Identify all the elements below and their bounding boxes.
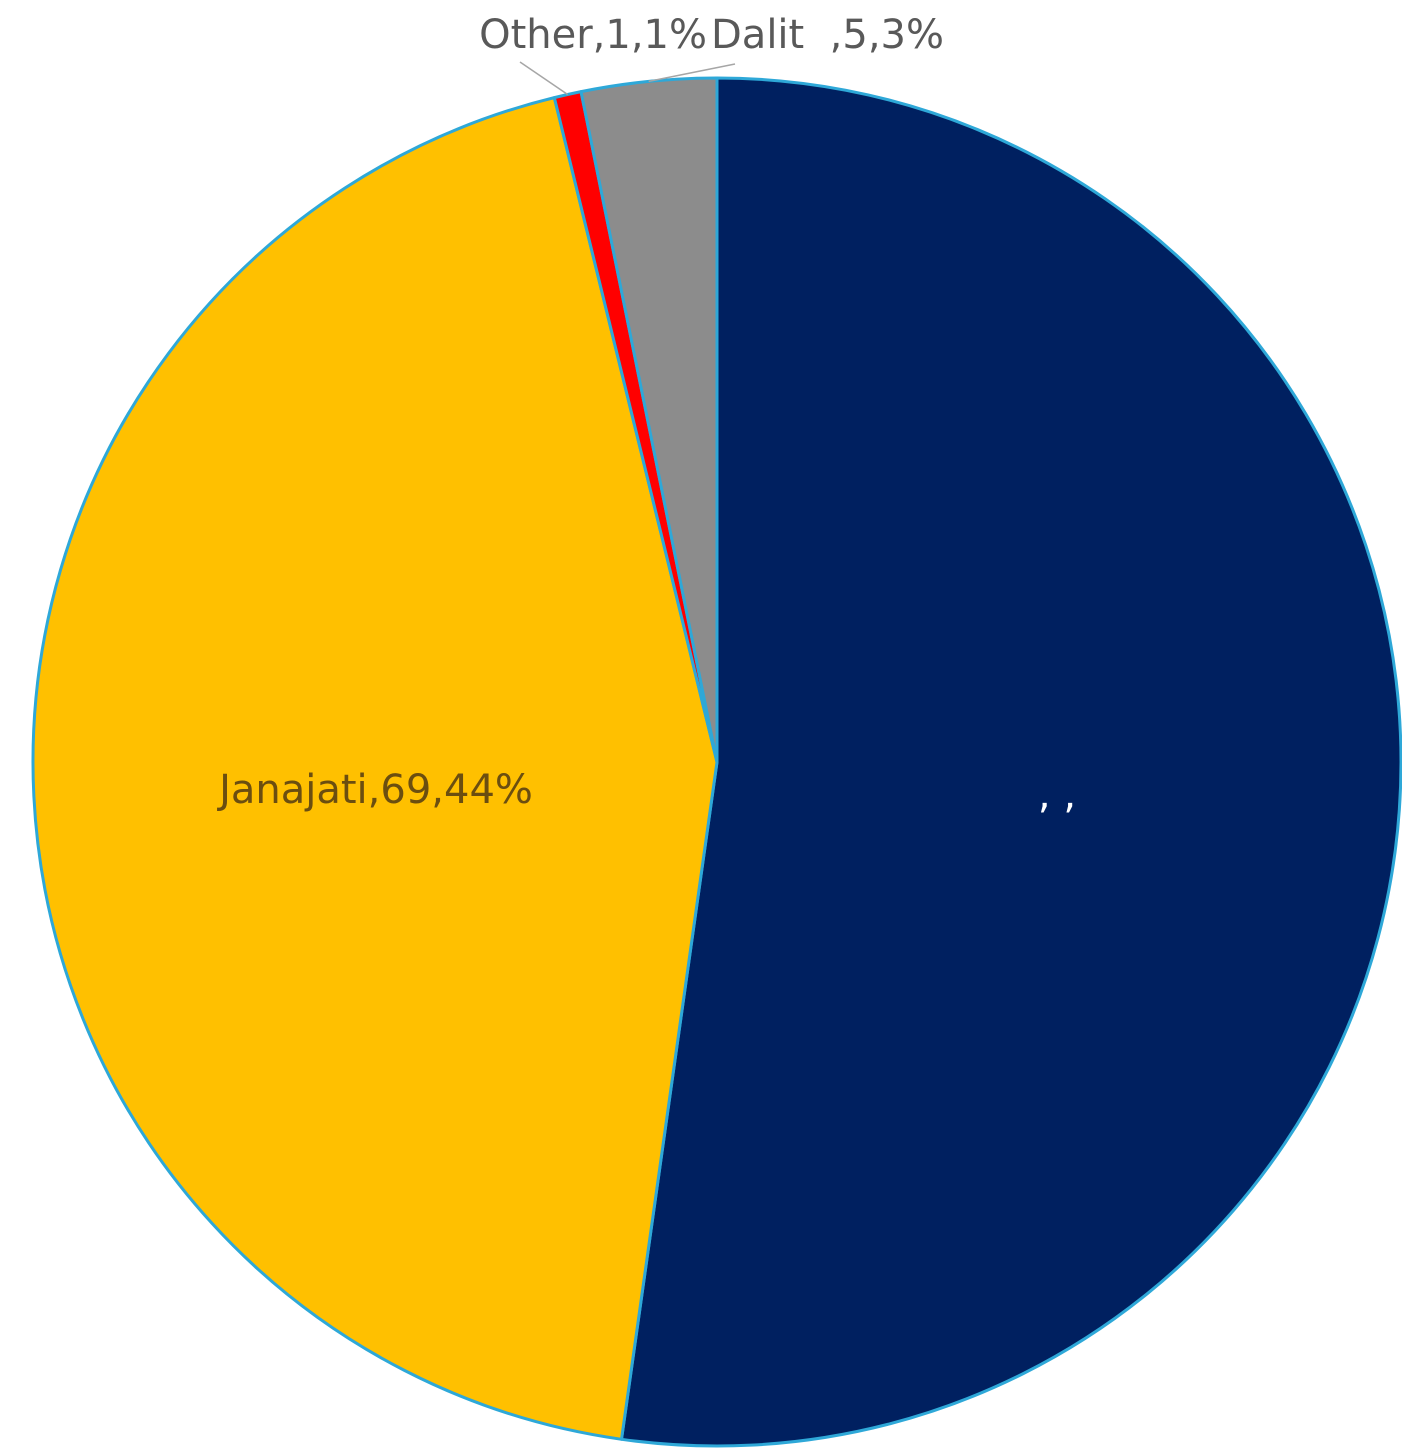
slice-janajati bbox=[31, 96, 719, 1441]
slice-0 bbox=[620, 76, 1402, 1448]
slice-label-other: Other,1,1% bbox=[479, 12, 707, 58]
slice-label-0: , , bbox=[1038, 772, 1076, 818]
pie-slices bbox=[31, 76, 1402, 1448]
leader-line-dalit bbox=[648, 63, 736, 83]
leader-lines bbox=[519, 61, 736, 96]
slice-dalit bbox=[579, 76, 719, 764]
slice-label-dalit: Dalit ,5,3% bbox=[711, 12, 944, 58]
leader-line-other bbox=[519, 61, 569, 96]
slice-label-janajati: Janajati,69,44% bbox=[216, 767, 533, 813]
